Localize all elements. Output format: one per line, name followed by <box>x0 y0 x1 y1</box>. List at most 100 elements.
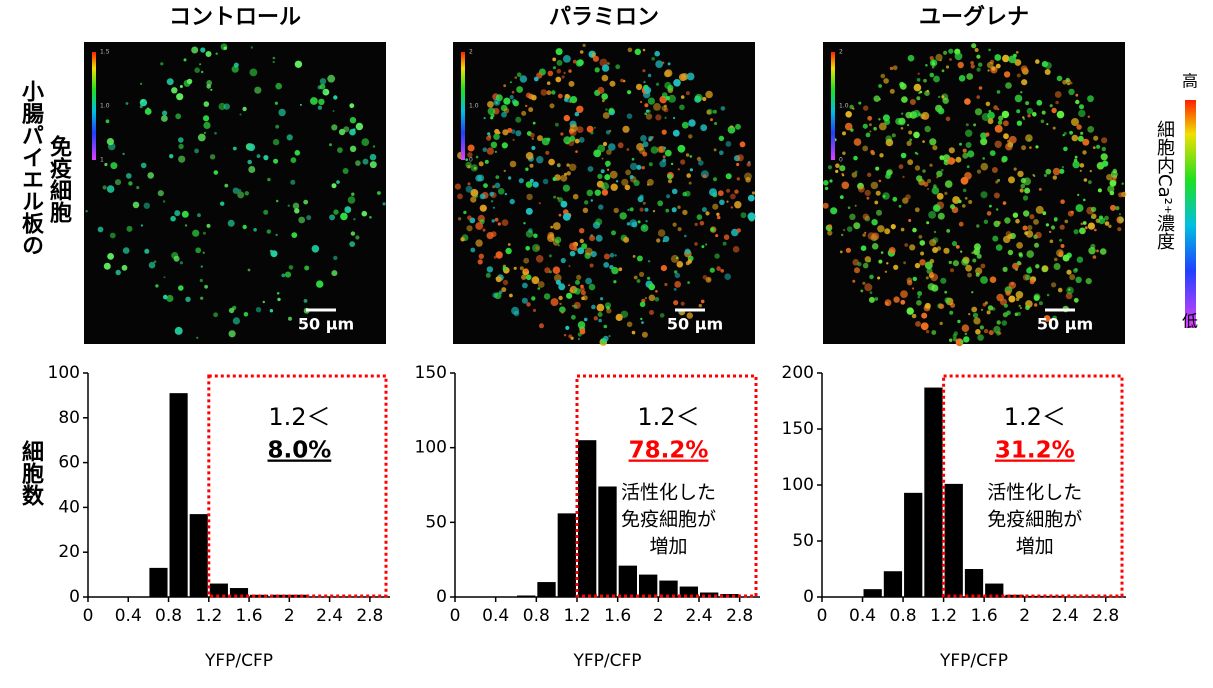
cell <box>494 182 501 189</box>
cell <box>1101 160 1109 167</box>
cell <box>684 248 691 255</box>
cell <box>1017 311 1021 316</box>
cell <box>185 296 191 302</box>
cell <box>577 59 584 66</box>
cell <box>946 229 951 233</box>
cell <box>922 169 926 173</box>
cell <box>1064 219 1069 224</box>
cell <box>1016 120 1023 126</box>
x-tick-label: 0.8 <box>523 606 550 626</box>
cell <box>1025 101 1030 106</box>
cell <box>852 279 856 283</box>
cell <box>873 126 877 131</box>
cell <box>997 220 1001 225</box>
cell <box>576 274 582 280</box>
cell <box>1087 125 1095 133</box>
cell <box>303 199 309 205</box>
cell <box>377 191 381 195</box>
cell <box>608 335 611 338</box>
cell <box>1049 104 1053 108</box>
cell <box>652 210 656 213</box>
cell <box>854 267 860 274</box>
cell <box>532 121 536 125</box>
cell <box>85 210 88 213</box>
cell <box>223 46 227 50</box>
cell <box>194 67 200 73</box>
cell <box>845 111 852 118</box>
cell <box>569 124 578 133</box>
cell <box>232 317 240 325</box>
cell <box>502 266 507 271</box>
cell <box>736 177 740 181</box>
cell <box>1065 79 1072 85</box>
cell <box>647 73 652 78</box>
cell <box>126 173 132 179</box>
colorbar-label: 細胞内Ca²⁺濃度 <box>1154 120 1175 250</box>
cell <box>244 191 249 196</box>
cell <box>868 296 875 303</box>
cell <box>867 115 873 121</box>
cell <box>643 80 646 84</box>
cell <box>986 310 991 315</box>
cell <box>539 323 544 329</box>
cell <box>989 150 996 157</box>
cell <box>492 206 495 209</box>
cell <box>976 253 982 259</box>
cell <box>1059 168 1065 174</box>
cell <box>885 173 891 179</box>
cell <box>203 115 210 122</box>
cell <box>1056 110 1065 119</box>
cell <box>971 291 974 294</box>
cell <box>677 205 681 209</box>
cell <box>980 162 989 171</box>
image-colorbar-label: 1.0 <box>839 103 849 110</box>
cell <box>497 222 501 226</box>
cell <box>736 228 741 233</box>
cell <box>730 206 733 209</box>
cell <box>460 237 465 242</box>
cell <box>976 95 980 99</box>
cell <box>639 207 644 212</box>
cell <box>884 228 891 235</box>
cell <box>719 199 725 206</box>
cell <box>140 82 143 85</box>
cell <box>862 123 868 129</box>
cell <box>157 190 164 197</box>
x-tick-label: 2.8 <box>356 606 383 626</box>
cell <box>609 170 618 179</box>
cell <box>651 57 655 61</box>
cell <box>1110 204 1116 211</box>
x-tick-label: 2 <box>1019 606 1030 626</box>
x-axis-label: YFP/CFP <box>572 651 641 671</box>
cell <box>602 141 608 147</box>
cell <box>747 212 756 221</box>
cell <box>656 238 661 243</box>
cell <box>858 185 865 193</box>
cell <box>873 95 881 102</box>
cell <box>361 210 368 217</box>
cell <box>921 312 928 319</box>
cell <box>486 232 494 240</box>
cell <box>924 261 933 270</box>
cell <box>626 113 633 119</box>
cell <box>1003 133 1009 140</box>
cell <box>640 100 643 104</box>
cell <box>531 276 540 285</box>
cell <box>1056 75 1063 82</box>
cell <box>631 157 635 161</box>
cell <box>209 154 216 160</box>
cell <box>1093 135 1099 141</box>
cell <box>964 332 968 336</box>
cell <box>985 101 991 107</box>
cell <box>558 213 562 217</box>
cell <box>1087 222 1095 230</box>
cell <box>179 261 183 265</box>
cell <box>823 180 829 186</box>
cell <box>952 333 957 339</box>
cell <box>996 90 1001 94</box>
cell <box>548 158 555 166</box>
cell <box>932 204 941 213</box>
cell <box>924 125 931 133</box>
cell <box>632 255 636 258</box>
cell <box>925 276 929 280</box>
